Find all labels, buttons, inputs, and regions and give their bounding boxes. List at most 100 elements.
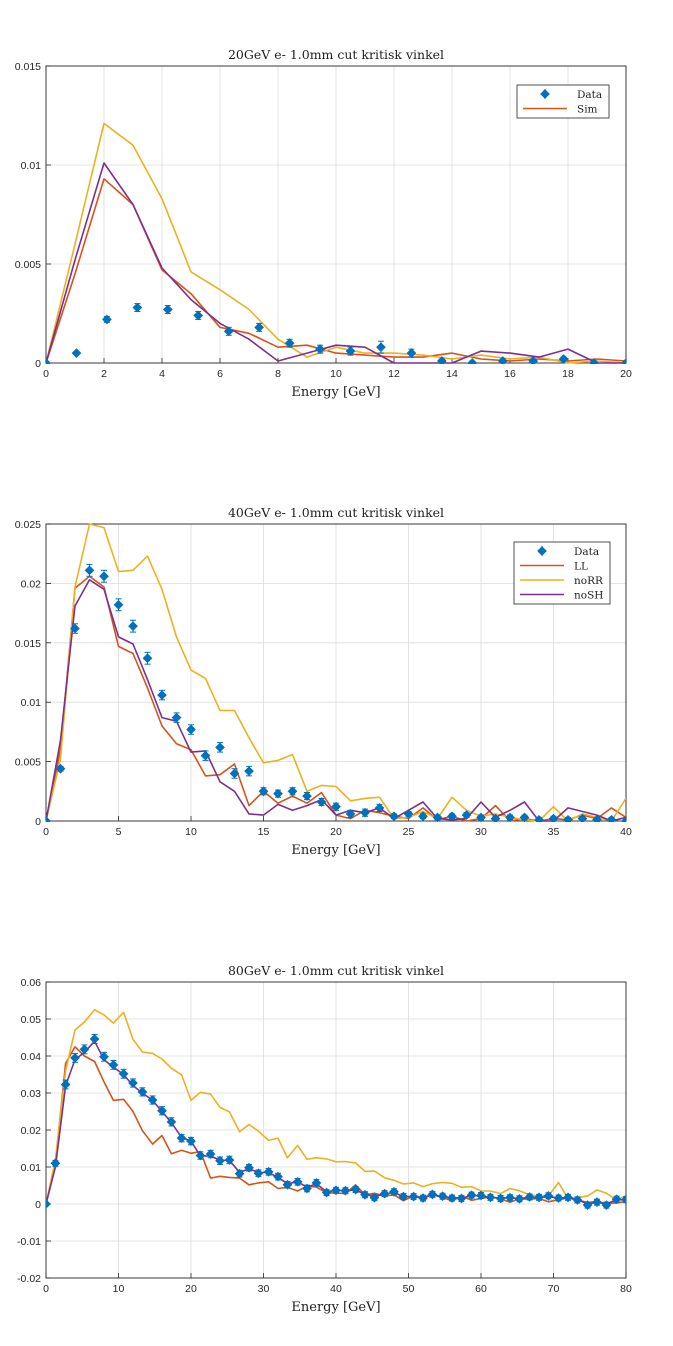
- data-point: [577, 813, 588, 822]
- data-point: [524, 1192, 535, 1202]
- data-point: [389, 811, 399, 822]
- x-tick-label: 50: [403, 1283, 415, 1295]
- data-point: [215, 742, 225, 753]
- series-line-noSH: [46, 162, 626, 364]
- data-point: [340, 1185, 351, 1196]
- y-tick-label: 0: [35, 816, 41, 828]
- x-axis-label: Energy [GeV]: [291, 385, 380, 400]
- data-point: [244, 766, 254, 777]
- data-point: [186, 724, 196, 735]
- y-tick-label: 0.03: [21, 1088, 42, 1100]
- data-point: [223, 326, 234, 337]
- axes-box: [45, 65, 627, 364]
- data-point: [497, 356, 508, 364]
- data-point: [495, 1193, 506, 1204]
- x-tick-label: 16: [504, 368, 516, 380]
- x-tick-label: 30: [258, 1283, 270, 1295]
- data-point: [553, 1193, 564, 1204]
- x-tick-label: 70: [548, 1283, 560, 1295]
- data-point: [302, 1183, 312, 1194]
- data-point: [345, 808, 356, 819]
- data-point: [60, 1079, 71, 1090]
- data-point: [447, 811, 457, 822]
- data-point: [200, 750, 211, 761]
- data-point: [99, 1051, 109, 1062]
- x-tick-label: 15: [258, 826, 270, 838]
- x-tick-label: 2: [101, 368, 107, 380]
- data-point: [369, 1192, 380, 1203]
- chart-title: 80GeV e- 1.0mm cut kritisk vinkel: [228, 963, 444, 978]
- data-point: [284, 338, 295, 349]
- legend-box: [516, 84, 610, 119]
- data-point: [70, 623, 80, 634]
- y-tick-label: 0.005: [15, 757, 41, 769]
- y-tick-label: 0.06: [21, 977, 42, 989]
- data-point: [71, 348, 82, 359]
- data-point: [621, 1194, 626, 1205]
- x-tick-label: 12: [388, 368, 400, 380]
- data-point: [113, 599, 124, 610]
- plot-area: [46, 1008, 626, 1211]
- data-point: [379, 1188, 390, 1199]
- x-tick-label: 8: [275, 368, 281, 380]
- chart-1: 0 2 4 6 8 10 12 14 16 18 20 0 0.005 0.01 0.015 20GeV e-…: [15, 47, 632, 400]
- data-point: [437, 1191, 448, 1202]
- data-point: [436, 356, 447, 364]
- data-point: [55, 763, 66, 774]
- data-point: [137, 1086, 148, 1097]
- data-point: [46, 816, 51, 822]
- data-point: [331, 1185, 341, 1196]
- data-point: [142, 653, 153, 664]
- data-point: [456, 1193, 467, 1204]
- data-point: [360, 1189, 370, 1200]
- data-point: [490, 813, 501, 822]
- data-point: [360, 807, 370, 818]
- x-tick-label: 80: [620, 1283, 632, 1295]
- x-tick-label: 30: [475, 826, 487, 838]
- data-point: [548, 813, 559, 822]
- data-point: [79, 1044, 90, 1055]
- data-point: [611, 1194, 622, 1205]
- data-point: [157, 690, 167, 701]
- data-point: [418, 1193, 428, 1204]
- x-tick-label: 0: [43, 1283, 49, 1295]
- data-point: [316, 797, 327, 807]
- x-tick-label: 10: [330, 368, 342, 380]
- data-point: [244, 1162, 254, 1173]
- series-line-noRR: [46, 523, 626, 822]
- data-point: [505, 812, 515, 822]
- legend-box: [513, 541, 611, 605]
- x-tick-label: 10: [185, 826, 197, 838]
- x-tick-label: 40: [330, 1283, 342, 1295]
- data-point: [558, 354, 569, 364]
- y-tick-label: 0.005: [15, 259, 41, 271]
- data-point: [461, 810, 472, 821]
- data-point: [621, 358, 626, 364]
- x-axis-label: Energy [GeV]: [291, 843, 380, 858]
- data-point: [229, 768, 240, 779]
- x-tick-label: 60: [475, 1283, 487, 1295]
- y-tick-label: 0.025: [15, 519, 41, 531]
- data-point: [282, 1179, 293, 1190]
- data-point: [287, 786, 298, 797]
- y-tick-label: 0.015: [15, 638, 41, 650]
- x-tick-label: 25: [403, 826, 415, 838]
- legend-label: noRR: [574, 575, 604, 587]
- data-point: [408, 1191, 419, 1202]
- x-tick-label: 20: [620, 368, 632, 380]
- legend-label: LL: [574, 561, 588, 573]
- chart-3: 0 10 20 30 40 50 60 70 80 -0.02 -0.01 0 0.01 0.02 0.03…: [17, 963, 632, 1315]
- data-point: [70, 1052, 80, 1063]
- legend-marker: [540, 89, 550, 99]
- x-tick-label: 5: [116, 826, 122, 838]
- legend-label: Data: [574, 546, 599, 558]
- legend-label: Data: [577, 89, 602, 101]
- chart-title: 40GeV e- 1.0mm cut kritisk vinkel: [228, 505, 444, 520]
- data-point: [601, 1200, 612, 1211]
- data-point: [171, 712, 182, 723]
- data-point: [99, 571, 109, 582]
- x-tick-label: 0: [43, 826, 49, 838]
- y-tick-label: 0.02: [21, 1125, 42, 1137]
- chart-2: 0 5 10 15 20 25 30 35 40 0 0.005 0.01 0.015 0.02 0.025…: [15, 505, 632, 858]
- x-tick-label: 6: [217, 368, 223, 380]
